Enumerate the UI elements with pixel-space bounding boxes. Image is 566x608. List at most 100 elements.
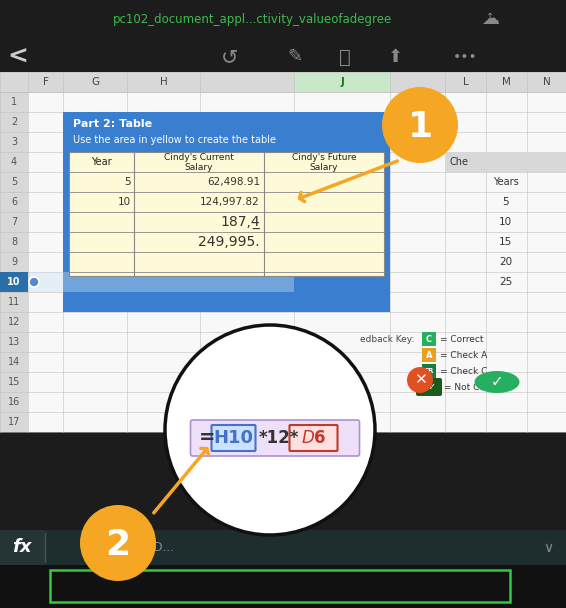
Text: 124,997.82: 124,997.82 (200, 197, 260, 207)
Text: Che: Che (450, 157, 469, 167)
Text: ☁: ☁ (481, 10, 499, 28)
Text: H10: H10 (213, 429, 254, 447)
FancyBboxPatch shape (69, 152, 384, 276)
Text: M: M (502, 77, 511, 87)
FancyBboxPatch shape (0, 565, 566, 608)
FancyBboxPatch shape (422, 332, 436, 346)
Text: = Check C: = Check C (440, 367, 487, 376)
FancyBboxPatch shape (0, 38, 566, 72)
Text: Salary: Salary (185, 162, 213, 171)
Text: =: = (199, 429, 215, 447)
FancyBboxPatch shape (422, 348, 436, 362)
Text: 1: 1 (11, 97, 17, 107)
Circle shape (407, 367, 433, 393)
FancyBboxPatch shape (0, 272, 28, 292)
Text: Cindy's Future: Cindy's Future (291, 153, 357, 162)
Text: A: A (426, 350, 432, 359)
Text: 8: 8 (11, 237, 17, 247)
Text: Part 2: Table: Part 2: Table (73, 119, 152, 129)
Text: 249,995.: 249,995. (198, 235, 260, 249)
Text: N: N (543, 77, 550, 87)
Text: 7: 7 (11, 217, 17, 227)
Text: 15: 15 (8, 377, 20, 387)
Text: ✓: ✓ (491, 375, 503, 390)
FancyBboxPatch shape (212, 425, 255, 451)
Text: = Correct: = Correct (440, 334, 483, 344)
Text: ⌕: ⌕ (339, 47, 351, 66)
Text: 187,4̲: 187,4̲ (220, 215, 260, 229)
FancyBboxPatch shape (28, 272, 294, 292)
Text: 12: 12 (8, 317, 20, 327)
Text: ↑: ↑ (486, 12, 494, 22)
Text: 13: 13 (8, 337, 20, 347)
Circle shape (165, 325, 375, 535)
Text: ✕: ✕ (414, 373, 426, 387)
Circle shape (80, 505, 156, 581)
Text: 11: 11 (8, 297, 20, 307)
Text: N: N (422, 382, 428, 392)
Text: edback Key:: edback Key: (360, 336, 414, 345)
Text: J: J (340, 77, 344, 87)
Text: $D$6: $D$6 (301, 429, 326, 447)
Text: $D...: $D... (146, 541, 174, 554)
Text: C: C (426, 334, 432, 344)
Text: Cindy's Current: Cindy's Current (164, 153, 234, 162)
Text: 5: 5 (11, 177, 17, 187)
FancyBboxPatch shape (445, 152, 566, 172)
Text: 15: 15 (499, 237, 512, 247)
Text: ⬆: ⬆ (388, 48, 402, 66)
FancyBboxPatch shape (0, 0, 566, 38)
Text: 10: 10 (118, 197, 131, 207)
Circle shape (382, 87, 458, 163)
Text: Years: Years (492, 177, 518, 187)
Text: 1: 1 (408, 110, 432, 144)
Text: 17: 17 (8, 417, 20, 427)
FancyBboxPatch shape (422, 364, 436, 378)
Ellipse shape (474, 371, 520, 393)
Text: 10: 10 (7, 277, 21, 287)
Text: G: G (91, 77, 99, 87)
Text: 14: 14 (8, 357, 20, 367)
FancyBboxPatch shape (63, 112, 390, 312)
Text: 5: 5 (502, 197, 509, 207)
Text: 2: 2 (105, 528, 131, 562)
Text: ✓: ✓ (428, 382, 436, 392)
Text: 2: 2 (11, 117, 17, 127)
FancyBboxPatch shape (0, 72, 566, 92)
Text: CR: CR (424, 368, 434, 374)
Text: 5: 5 (125, 177, 131, 187)
Text: 4: 4 (11, 157, 17, 167)
Text: L: L (462, 77, 469, 87)
Text: 6: 6 (11, 197, 17, 207)
Text: <: < (7, 45, 28, 69)
Text: = Not Cor: = Not Cor (444, 382, 488, 392)
Text: ↺: ↺ (221, 47, 239, 67)
Text: 20: 20 (499, 257, 512, 267)
Text: ✎: ✎ (288, 48, 303, 66)
Text: fx: fx (12, 539, 32, 556)
Text: 3: 3 (11, 137, 17, 147)
Circle shape (29, 277, 39, 287)
Text: 10: 10 (499, 217, 512, 227)
FancyBboxPatch shape (0, 530, 566, 565)
FancyBboxPatch shape (0, 92, 28, 432)
FancyBboxPatch shape (28, 92, 566, 432)
Text: 62,498.91: 62,498.91 (207, 177, 260, 187)
FancyBboxPatch shape (0, 530, 45, 565)
Text: Year: Year (91, 157, 112, 167)
Text: Salary: Salary (310, 162, 338, 171)
Text: 9: 9 (11, 257, 17, 267)
FancyBboxPatch shape (289, 425, 337, 451)
Text: H: H (160, 77, 168, 87)
Text: ∨: ∨ (543, 541, 553, 554)
FancyBboxPatch shape (191, 420, 359, 456)
Text: = Check A: = Check A (440, 350, 487, 359)
FancyBboxPatch shape (294, 72, 390, 92)
Text: *12*: *12* (259, 429, 299, 447)
Text: 16: 16 (8, 397, 20, 407)
Text: 25: 25 (499, 277, 512, 287)
Text: pc102_document_appl...ctivity_valueofadegree: pc102_document_appl...ctivity_valueofade… (113, 13, 392, 26)
Text: F: F (42, 77, 49, 87)
FancyBboxPatch shape (416, 378, 442, 396)
Text: Use the area in yellow to create the table: Use the area in yellow to create the tab… (73, 135, 276, 145)
